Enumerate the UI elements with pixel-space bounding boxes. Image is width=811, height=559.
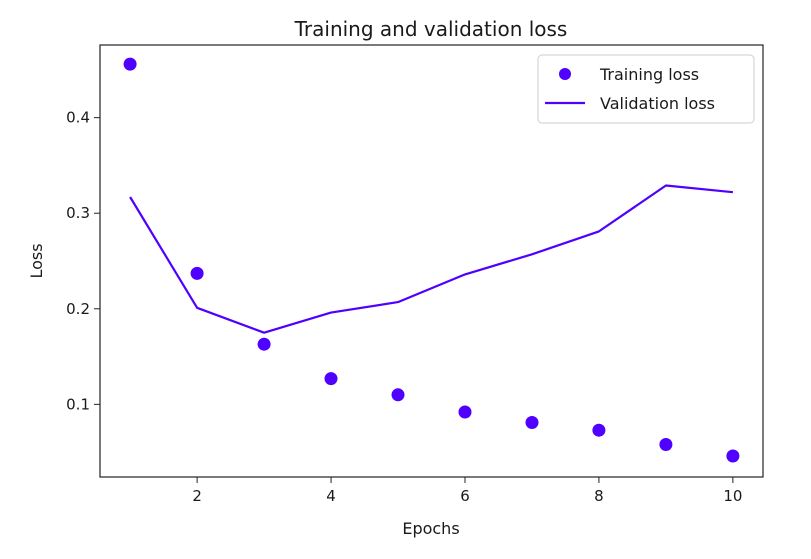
training-loss-point [592, 423, 606, 437]
x-axis-label: Epochs [402, 519, 459, 538]
y-tick-label: 0.1 [66, 395, 90, 413]
legend-box [537, 54, 755, 124]
legend-marker-training [559, 68, 571, 80]
training-loss-point [123, 57, 137, 71]
training-loss-point [190, 266, 204, 280]
training-loss-point [324, 372, 338, 386]
validation-loss-line [129, 184, 734, 334]
x-axis: 2 4 6 8 10 [192, 477, 742, 505]
training-loss-point [458, 405, 472, 419]
y-tick-label: 0.2 [66, 300, 90, 318]
training-loss-point [391, 388, 405, 402]
y-axis: 0.1 0.2 0.3 0.4 [66, 109, 100, 413]
axes-frame [99, 44, 764, 478]
x-tick-label: 10 [723, 487, 742, 505]
legend: Training loss Validation loss [537, 54, 755, 124]
x-tick-label: 4 [326, 487, 336, 505]
training-loss-point [726, 449, 740, 463]
y-tick-label: 0.3 [66, 204, 90, 222]
training-loss-point [257, 337, 271, 351]
legend-label-validation: Validation loss [600, 94, 715, 113]
x-tick-label: 2 [192, 487, 202, 505]
training-loss-point [659, 438, 673, 451]
chart-title: Training and validation loss [294, 17, 568, 41]
legend-label-training: Training loss [599, 65, 699, 84]
training-loss-point [525, 416, 539, 429]
x-tick-label: 8 [594, 487, 604, 505]
x-tick-label: 6 [460, 487, 470, 505]
plot-area [123, 57, 740, 463]
y-tick-label: 0.4 [66, 109, 90, 127]
y-axis-label: Loss [27, 243, 46, 278]
